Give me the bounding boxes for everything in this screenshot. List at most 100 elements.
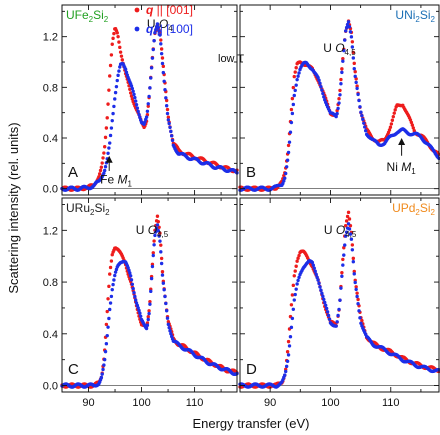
data-point <box>153 233 157 238</box>
data-point <box>151 251 155 255</box>
data-point <box>104 341 109 346</box>
y-tick-label: 0.8 <box>43 82 58 94</box>
data-point <box>393 108 397 112</box>
data-point <box>282 179 286 183</box>
data-point <box>288 335 293 339</box>
data-point <box>113 270 118 274</box>
y-tick-label: 0.0 <box>43 184 58 196</box>
data-point <box>362 121 366 125</box>
data-point <box>320 291 324 295</box>
data-point <box>349 237 354 241</box>
panel-c: 0.0 0.4 0.8 1.2 90 100 110 URu2Si2 C U O4,5 <box>43 197 239 409</box>
data-point <box>166 118 171 122</box>
data-point <box>108 133 113 138</box>
data-point <box>343 38 347 42</box>
legend-label: q || [001] <box>146 3 193 17</box>
data-point <box>356 297 360 302</box>
data-point <box>129 94 134 98</box>
data-point <box>117 40 121 44</box>
data-point <box>167 325 171 330</box>
data-point <box>159 256 164 261</box>
data-point <box>322 297 326 302</box>
y-tick-label: 0.0 <box>43 381 58 393</box>
y-tick-label: 0.4 <box>43 133 58 145</box>
data-point <box>313 269 317 273</box>
compound-label: UPd2Si2 <box>392 201 435 217</box>
data-point <box>358 316 362 320</box>
legend-label: q || [100] <box>146 22 193 36</box>
data-point <box>159 250 163 254</box>
data-point <box>127 268 131 273</box>
data-point <box>363 125 367 129</box>
data-point <box>155 223 160 227</box>
data-point <box>409 120 414 125</box>
data-point <box>391 114 395 119</box>
data-point <box>316 75 320 80</box>
x-tick-label: 90 <box>82 397 94 409</box>
data-point <box>159 243 163 247</box>
data-point <box>388 125 393 129</box>
data-point <box>116 34 120 39</box>
data-point <box>162 288 166 292</box>
data-point <box>336 106 340 111</box>
data-point <box>361 117 365 122</box>
data-point <box>291 102 296 107</box>
data-point <box>144 115 149 119</box>
data-point <box>100 161 104 165</box>
data-point <box>287 140 292 144</box>
data-point <box>340 270 344 275</box>
legend-marker <box>134 26 140 32</box>
data-point <box>286 339 291 344</box>
data-point <box>167 121 171 126</box>
data-point <box>154 230 158 234</box>
data-point <box>169 129 173 134</box>
data-point <box>322 95 326 99</box>
data-point <box>296 74 300 78</box>
data-point <box>108 307 112 312</box>
data-point <box>115 78 119 83</box>
data-point <box>130 97 135 101</box>
data-point <box>411 126 415 130</box>
data-point <box>352 61 356 66</box>
data-point <box>147 94 151 99</box>
data-point <box>341 59 345 63</box>
data-point <box>105 309 109 314</box>
data-point <box>159 261 164 266</box>
data-point <box>161 281 166 285</box>
data-point <box>137 308 141 313</box>
condition-label: low T <box>218 53 244 65</box>
compound-label: UFe2Si2 <box>66 8 109 24</box>
data-point <box>294 287 298 291</box>
data-point <box>349 35 354 39</box>
data-point <box>350 243 355 247</box>
data-point <box>165 111 170 116</box>
data-point <box>315 275 319 280</box>
data-point <box>106 297 110 301</box>
data-point <box>289 325 294 330</box>
data-point <box>314 272 318 277</box>
data-point <box>134 102 139 107</box>
data-point <box>359 321 363 325</box>
panel-d: 90 100 110 UPd2Si2 D U O4,5 <box>238 197 440 409</box>
data-point <box>342 48 346 53</box>
panel-letter: A <box>68 164 78 181</box>
data-point <box>143 120 147 124</box>
data-point <box>340 274 344 278</box>
data-point <box>166 322 171 327</box>
data-point <box>160 270 165 274</box>
data-point <box>118 65 122 69</box>
data-point <box>351 260 356 264</box>
data-point <box>146 317 150 322</box>
data-point <box>282 173 286 178</box>
data-point <box>146 315 150 319</box>
data-point <box>341 57 345 61</box>
data-point <box>355 294 359 299</box>
panel-letter: C <box>68 361 79 378</box>
data-point <box>292 274 296 278</box>
data-point <box>163 87 167 92</box>
data-point <box>347 217 352 221</box>
data-point <box>290 111 295 116</box>
data-point <box>363 129 368 133</box>
data-point <box>103 349 108 354</box>
data-point <box>292 74 296 79</box>
